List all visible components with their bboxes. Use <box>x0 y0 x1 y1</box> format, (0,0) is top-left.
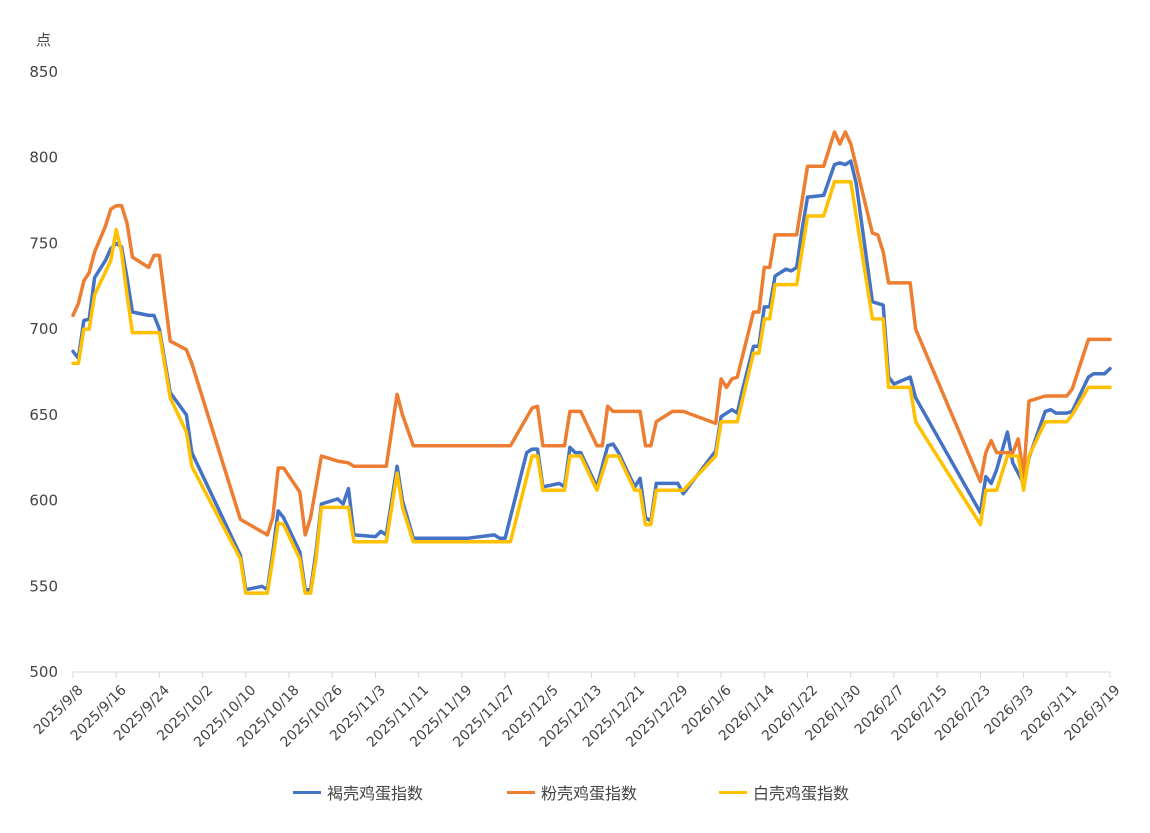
y-tick-label: 800 <box>29 149 58 167</box>
legend-item-pink[interactable]: 粉壳鸡蛋指数 <box>507 780 637 804</box>
y-tick-label: 550 <box>29 577 58 595</box>
series-line-pink <box>71 130 1112 537</box>
series-line-white <box>71 179 1112 595</box>
legend: 褐壳鸡蛋指数 粉壳鸡蛋指数 白壳鸡蛋指数 <box>0 780 1150 808</box>
series-layer <box>71 130 1112 595</box>
legend-label-pink: 粉壳鸡蛋指数 <box>541 784 638 803</box>
line-chart: 点 500 550 600 650 700 750 800 850 2025/9/82025/… <box>29 31 1124 751</box>
y-tick-label: 850 <box>29 63 58 81</box>
series-line-brown <box>71 159 1112 592</box>
y-tick-label: 750 <box>29 234 58 252</box>
legend-label-brown: 褐壳鸡蛋指数 <box>327 784 424 803</box>
y-tick-label: 700 <box>29 320 58 338</box>
y-tick-label: 500 <box>29 663 58 681</box>
legend-swatch-brown <box>293 790 321 794</box>
legend-item-brown[interactable]: 褐壳鸡蛋指数 <box>293 780 423 804</box>
y-axis: 500 550 600 650 700 750 800 850 <box>29 63 58 681</box>
legend-label-white: 白壳鸡蛋指数 <box>753 784 850 803</box>
legend-swatch-pink <box>507 790 535 794</box>
y-tick-label: 600 <box>29 492 58 510</box>
x-axis: 2025/9/82025/9/162025/9/242025/10/22025/… <box>31 671 1124 751</box>
y-unit-label: 点 <box>36 31 51 49</box>
legend-item-white[interactable]: 白壳鸡蛋指数 <box>719 780 849 804</box>
legend-swatch-white <box>719 790 747 794</box>
y-tick-label: 650 <box>29 406 58 424</box>
